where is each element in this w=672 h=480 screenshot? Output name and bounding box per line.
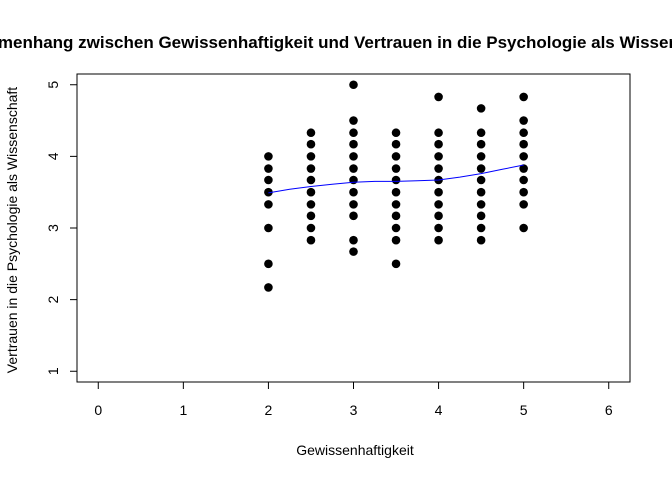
data-point — [349, 211, 358, 221]
data-point — [306, 152, 316, 161]
data-point — [434, 187, 443, 197]
x-tick-label: 5 — [520, 402, 528, 418]
data-point — [434, 92, 443, 102]
data-point — [391, 164, 401, 173]
data-point — [519, 187, 528, 197]
x-tick-label: 3 — [350, 402, 358, 418]
data-point — [434, 139, 443, 149]
data-point — [264, 283, 273, 292]
data-point — [264, 175, 273, 185]
data-point — [264, 164, 273, 173]
data-point — [391, 175, 401, 185]
data-point — [391, 128, 401, 138]
data-point — [349, 200, 358, 209]
data-point — [264, 152, 273, 161]
data-point — [306, 235, 316, 245]
data-point — [391, 223, 401, 233]
x-tick-label: 1 — [179, 402, 187, 418]
data-point — [434, 128, 443, 138]
data-point — [519, 223, 528, 233]
data-point — [349, 152, 358, 161]
smoother-line-group — [268, 164, 524, 194]
x-axis-label: Gewissenhaftigkeit — [296, 442, 414, 458]
x-tick-label: 2 — [265, 402, 273, 418]
y-axis-label: Vertrauen in die Psychologie als Wissens… — [4, 87, 20, 373]
data-point — [349, 80, 358, 90]
data-point — [519, 164, 528, 173]
data-point — [519, 92, 528, 102]
data-point — [476, 175, 486, 185]
data-point — [434, 164, 443, 173]
data-point — [476, 211, 486, 221]
data-points — [264, 80, 528, 292]
data-point — [306, 211, 316, 221]
data-point — [476, 139, 486, 149]
data-point — [434, 235, 443, 245]
x-tick-label: 4 — [435, 402, 443, 418]
y-tick-label: 2 — [45, 296, 61, 304]
x-tick-label: 0 — [94, 402, 102, 418]
y-tick-label: 1 — [45, 367, 61, 375]
data-point — [391, 259, 401, 269]
data-point — [434, 152, 443, 161]
data-point — [519, 175, 528, 185]
data-point — [391, 139, 401, 149]
data-point — [264, 223, 273, 233]
x-axis: 0 1 2 3 4 5 6 — [94, 381, 613, 418]
data-point — [306, 128, 316, 138]
data-point — [264, 200, 273, 209]
y-axis: 1 2 3 4 5 — [45, 81, 78, 375]
data-point — [476, 128, 486, 138]
data-point — [519, 128, 528, 138]
x-tick-label: 6 — [605, 402, 613, 418]
data-point — [306, 175, 316, 185]
data-point — [306, 200, 316, 209]
data-point — [476, 164, 486, 173]
data-point — [434, 223, 443, 233]
data-point — [349, 139, 358, 149]
data-point — [476, 200, 486, 209]
smoother-line — [268, 164, 524, 194]
data-point — [349, 164, 358, 173]
y-tick-label: 4 — [45, 152, 61, 160]
data-point — [391, 235, 401, 245]
data-point — [519, 152, 528, 161]
data-point — [519, 139, 528, 149]
data-point — [391, 152, 401, 161]
data-point — [476, 235, 486, 245]
data-point — [391, 200, 401, 209]
data-point — [476, 223, 486, 233]
data-point — [519, 200, 528, 209]
data-point — [476, 104, 486, 113]
data-point — [349, 247, 358, 256]
data-point — [391, 211, 401, 221]
data-point — [306, 223, 316, 233]
data-point — [434, 211, 443, 221]
data-point — [264, 259, 273, 269]
data-point — [306, 164, 316, 173]
data-point — [264, 187, 273, 197]
chart-title: Zusammenhang zwischen Gewissenhaftigkeit… — [0, 33, 672, 52]
data-point — [349, 128, 358, 138]
data-point — [519, 116, 528, 125]
data-point — [306, 187, 316, 197]
y-tick-label: 5 — [45, 81, 61, 89]
data-point — [306, 139, 316, 149]
data-point — [476, 187, 486, 197]
data-point — [349, 187, 358, 197]
data-point — [349, 235, 358, 245]
data-point — [476, 152, 486, 161]
data-point — [349, 116, 358, 125]
data-point — [434, 200, 443, 209]
data-point — [391, 187, 401, 197]
y-tick-label: 3 — [45, 224, 61, 232]
data-point — [349, 175, 358, 185]
